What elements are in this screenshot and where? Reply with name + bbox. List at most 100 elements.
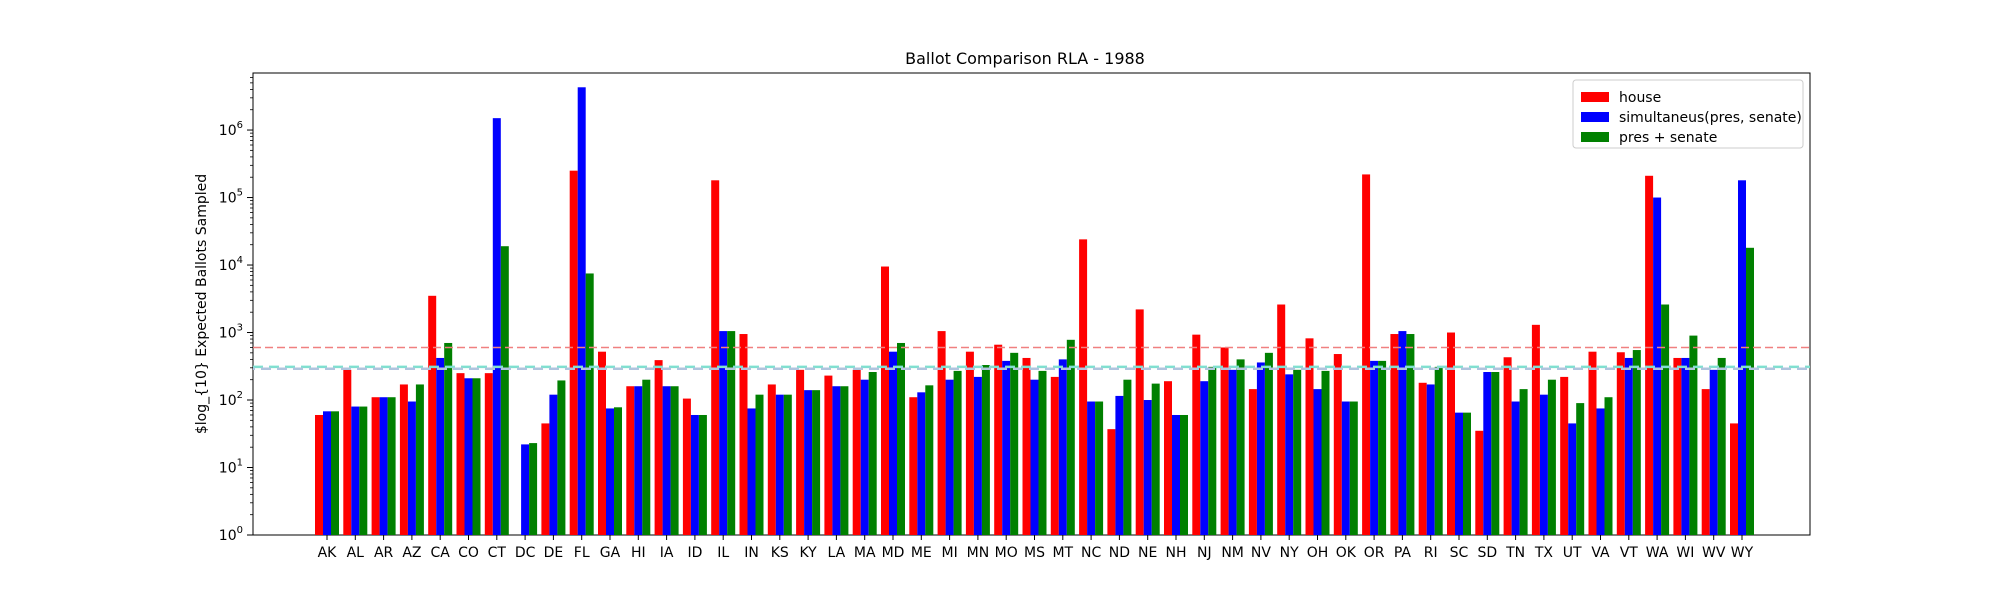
bar-2-md <box>897 342 905 535</box>
legend: house simultaneus(pres, senate) pres + sen… <box>1572 79 1804 149</box>
bar-1-dc <box>521 444 530 535</box>
bar-2-dc <box>529 443 538 535</box>
bar-1-tx <box>1539 394 1548 535</box>
bar-1-me <box>917 392 926 535</box>
bar-1-fl <box>577 87 586 535</box>
bar-2-sd <box>1491 372 1500 535</box>
bar-2-ok <box>1349 401 1358 535</box>
bar-0-ny <box>1277 304 1286 535</box>
y-tick-label: 104 <box>219 255 243 274</box>
bar-2-wi <box>1689 335 1698 535</box>
bar-1-sc <box>1455 412 1463 535</box>
bar-0-az <box>399 384 408 535</box>
bar-0-ms <box>1022 357 1031 535</box>
bar-0-oh <box>1305 338 1314 535</box>
bar-0-id <box>682 398 691 535</box>
bar-2-nm <box>1236 359 1245 535</box>
x-tick-label: LA <box>828 545 846 561</box>
bar-1-ut <box>1568 423 1577 535</box>
bar-2-ms <box>1038 370 1047 535</box>
x-tick-label: NM <box>1221 545 1244 561</box>
x-tick-label: AK <box>318 545 338 561</box>
bar-2-ak <box>331 411 339 535</box>
bar-2-wa <box>1661 304 1670 535</box>
bar-1-vt <box>1624 357 1633 535</box>
bar-0-nh <box>1164 381 1172 535</box>
x-tick-label: MA <box>854 545 876 561</box>
x-tick-label: SD <box>1477 545 1497 561</box>
x-tick-label: CA <box>431 545 451 561</box>
x-tick-label: FL <box>574 545 590 561</box>
bar-1-az <box>407 401 416 535</box>
y-tick-label: 103 <box>219 323 243 342</box>
bar-2-tx <box>1547 379 1556 535</box>
x-tick-label: AR <box>374 545 394 561</box>
bar-2-mi <box>953 370 962 535</box>
bar-1-co <box>464 378 473 535</box>
bar-2-mt <box>1066 339 1075 535</box>
bar-0-il <box>711 180 720 535</box>
x-tick-label: NC <box>1081 545 1101 561</box>
bar-1-nc <box>1087 401 1096 535</box>
x-tick-label: WA <box>1646 545 1669 561</box>
legend-label: pres + senate <box>1619 130 1717 146</box>
x-tick-label: WV <box>1702 545 1726 561</box>
bar-1-hi <box>634 386 643 535</box>
x-tick-label: MD <box>882 545 905 561</box>
x-tick-label: IA <box>660 545 674 561</box>
bar-2-ne <box>1151 383 1160 535</box>
bar-1-nm <box>1228 369 1237 535</box>
bar-2-or <box>1378 360 1387 535</box>
bar-2-hi <box>642 379 651 535</box>
y-tick-label: 101 <box>219 458 243 477</box>
x-tick-label: GA <box>600 545 621 561</box>
legend-label: simultaneus(pres, senate) <box>1619 110 1802 126</box>
legend-swatch <box>1581 112 1609 122</box>
x-tick-label: OH <box>1307 545 1329 561</box>
bar-0-ky <box>796 369 805 535</box>
bar-2-vt <box>1632 350 1641 535</box>
bar-2-nh <box>1180 414 1188 535</box>
bar-1-mn <box>973 376 982 535</box>
bar-0-nj <box>1192 334 1201 535</box>
x-tick-label: IL <box>717 545 729 561</box>
bar-0-la <box>824 375 833 535</box>
bar-1-mi <box>945 379 954 535</box>
bar-1-ne <box>1143 400 1152 535</box>
bar-2-nj <box>1208 366 1217 535</box>
bar-0-vt <box>1616 352 1625 535</box>
bar-2-tn <box>1519 389 1528 535</box>
bar-1-ny <box>1285 374 1294 535</box>
bar-2-ar <box>387 397 396 535</box>
x-tick-label: TN <box>1505 545 1525 561</box>
bar-2-me <box>925 385 934 535</box>
bar-2-ia <box>670 386 679 535</box>
x-tick-label: DC <box>515 545 536 561</box>
bar-1-de <box>549 394 558 535</box>
x-tick-label: MN <box>967 545 990 561</box>
legend-box <box>1572 79 1804 149</box>
bar-2-il <box>727 331 736 535</box>
bar-2-oh <box>1321 370 1330 535</box>
bar-1-or <box>1370 360 1379 535</box>
x-tick-label: VA <box>1591 545 1610 561</box>
bar-0-ar <box>371 397 380 535</box>
bar-1-sd <box>1483 372 1492 535</box>
x-tick-label: ND <box>1109 545 1130 561</box>
y-tick-label: 100 <box>219 525 243 544</box>
bar-0-ct <box>484 373 493 535</box>
x-tick-label: MT <box>1052 545 1073 561</box>
x-tick-label: NE <box>1138 545 1157 561</box>
bar-2-sc <box>1463 412 1471 535</box>
bar-1-mt <box>1058 359 1067 535</box>
bar-2-id <box>698 414 707 535</box>
plot-area: 100 101 102 103 104 105 106 AK AL AR AZ CA CO CT DC DE F… <box>219 72 1811 561</box>
bar-0-sc <box>1447 332 1455 535</box>
bar-2-ks <box>783 394 792 535</box>
x-tick-label: CO <box>458 545 479 561</box>
bar-0-wy <box>1730 423 1738 535</box>
bar-1-va <box>1596 408 1605 535</box>
bar-1-ct <box>492 118 501 535</box>
bar-1-wi <box>1681 357 1690 535</box>
bar-0-or <box>1362 174 1371 535</box>
